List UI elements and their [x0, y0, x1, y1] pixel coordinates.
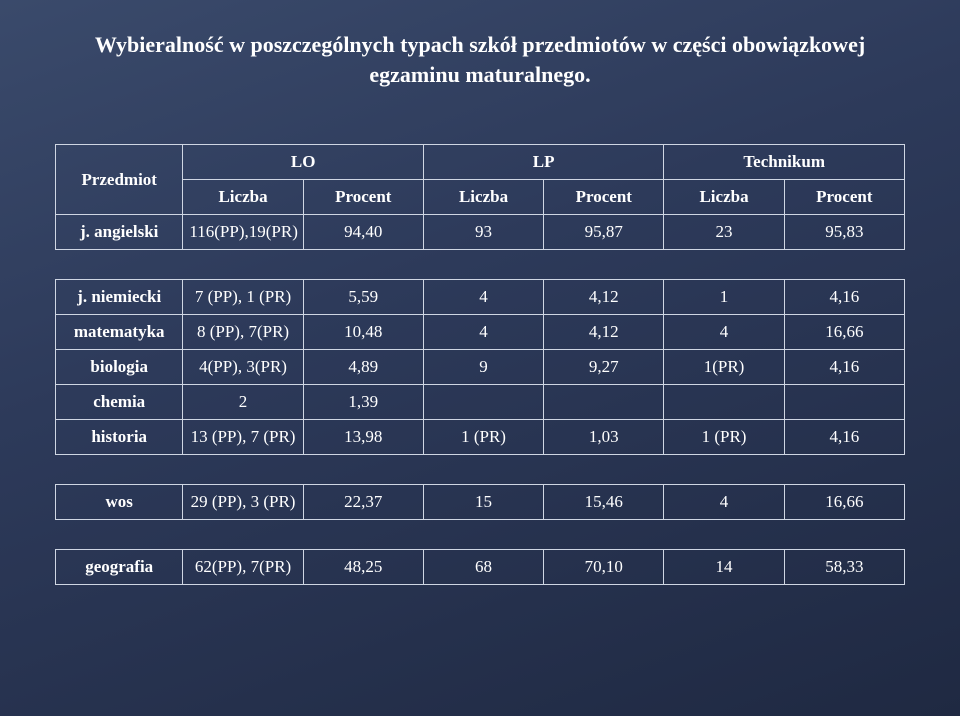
table-row: biologia 4(PP), 3(PR) 4,89 9 9,27 1(PR) …	[56, 350, 905, 385]
cell: 22,37	[303, 485, 423, 520]
cell: 4	[664, 315, 784, 350]
cell: 16,66	[784, 485, 904, 520]
table-row: matematyka 8 (PP), 7(PR) 10,48 4 4,12 4 …	[56, 315, 905, 350]
cell: 4,12	[544, 280, 664, 315]
header-group-technikum: Technikum	[664, 145, 905, 180]
table-row: wos 29 (PP), 3 (PR) 22,37 15 15,46 4 16,…	[56, 485, 905, 520]
cell: 4(PP), 3(PR)	[183, 350, 303, 385]
row-label: historia	[56, 420, 183, 455]
cell: 9,27	[544, 350, 664, 385]
row-label: geografia	[56, 550, 183, 585]
cell: 4,16	[784, 350, 904, 385]
cell: 95,83	[784, 215, 904, 250]
row-label: j. niemiecki	[56, 280, 183, 315]
cell: 94,40	[303, 215, 423, 250]
cell: 1(PR)	[664, 350, 784, 385]
cell: 1,03	[544, 420, 664, 455]
cell: 4	[423, 315, 543, 350]
table-row: chemia 2 1,39	[56, 385, 905, 420]
cell: 10,48	[303, 315, 423, 350]
header-sub: Procent	[544, 180, 664, 215]
cell: 4,16	[784, 280, 904, 315]
cell	[423, 385, 543, 420]
cell: 4,16	[784, 420, 904, 455]
header-row-1: Przedmiot LO LP Technikum	[56, 145, 905, 180]
header-row-2: Liczba Procent Liczba Procent Liczba Pro…	[56, 180, 905, 215]
table-row: geografia 62(PP), 7(PR) 48,25 68 70,10 1…	[56, 550, 905, 585]
cell: 116(PP),19(PR)	[183, 215, 303, 250]
header-sub: Procent	[784, 180, 904, 215]
cell: 9	[423, 350, 543, 385]
cell: 14	[664, 550, 784, 585]
header-sub: Procent	[303, 180, 423, 215]
cell: 7 (PP), 1 (PR)	[183, 280, 303, 315]
cell: 68	[423, 550, 543, 585]
cell: 4	[664, 485, 784, 520]
row-label: chemia	[56, 385, 183, 420]
cell: 48,25	[303, 550, 423, 585]
cell: 29 (PP), 3 (PR)	[183, 485, 303, 520]
header-group-lp: LP	[423, 145, 664, 180]
cell: 1 (PR)	[423, 420, 543, 455]
table-row: j. niemiecki 7 (PP), 1 (PR) 5,59 4 4,12 …	[56, 280, 905, 315]
page-title: Wybieralność w poszczególnych typach szk…	[55, 30, 905, 89]
spacer-row	[56, 250, 905, 280]
row-label: wos	[56, 485, 183, 520]
spacer-row	[56, 520, 905, 550]
header-sub: Liczba	[664, 180, 784, 215]
spacer-row	[56, 455, 905, 485]
cell	[664, 385, 784, 420]
table-row: j. angielski 116(PP),19(PR) 94,40 93 95,…	[56, 215, 905, 250]
cell: 95,87	[544, 215, 664, 250]
header-sub: Liczba	[183, 180, 303, 215]
header-subject: Przedmiot	[56, 145, 183, 215]
cell: 13 (PP), 7 (PR)	[183, 420, 303, 455]
row-label: matematyka	[56, 315, 183, 350]
cell: 1	[664, 280, 784, 315]
cell: 70,10	[544, 550, 664, 585]
header-sub: Liczba	[423, 180, 543, 215]
data-table: Przedmiot LO LP Technikum Liczba Procent…	[55, 144, 905, 585]
header-group-lo: LO	[183, 145, 424, 180]
cell: 4	[423, 280, 543, 315]
cell: 23	[664, 215, 784, 250]
cell: 8 (PP), 7(PR)	[183, 315, 303, 350]
cell: 13,98	[303, 420, 423, 455]
cell: 15,46	[544, 485, 664, 520]
cell: 1 (PR)	[664, 420, 784, 455]
row-label: biologia	[56, 350, 183, 385]
cell: 15	[423, 485, 543, 520]
title-line-2: egzaminu maturalnego.	[369, 62, 590, 87]
cell: 4,89	[303, 350, 423, 385]
cell: 93	[423, 215, 543, 250]
cell: 4,12	[544, 315, 664, 350]
cell	[544, 385, 664, 420]
cell: 5,59	[303, 280, 423, 315]
title-line-1: Wybieralność w poszczególnych typach szk…	[95, 32, 865, 57]
cell: 62(PP), 7(PR)	[183, 550, 303, 585]
cell: 2	[183, 385, 303, 420]
row-label: j. angielski	[56, 215, 183, 250]
cell: 16,66	[784, 315, 904, 350]
cell: 1,39	[303, 385, 423, 420]
cell: 58,33	[784, 550, 904, 585]
cell	[784, 385, 904, 420]
table-row: historia 13 (PP), 7 (PR) 13,98 1 (PR) 1,…	[56, 420, 905, 455]
